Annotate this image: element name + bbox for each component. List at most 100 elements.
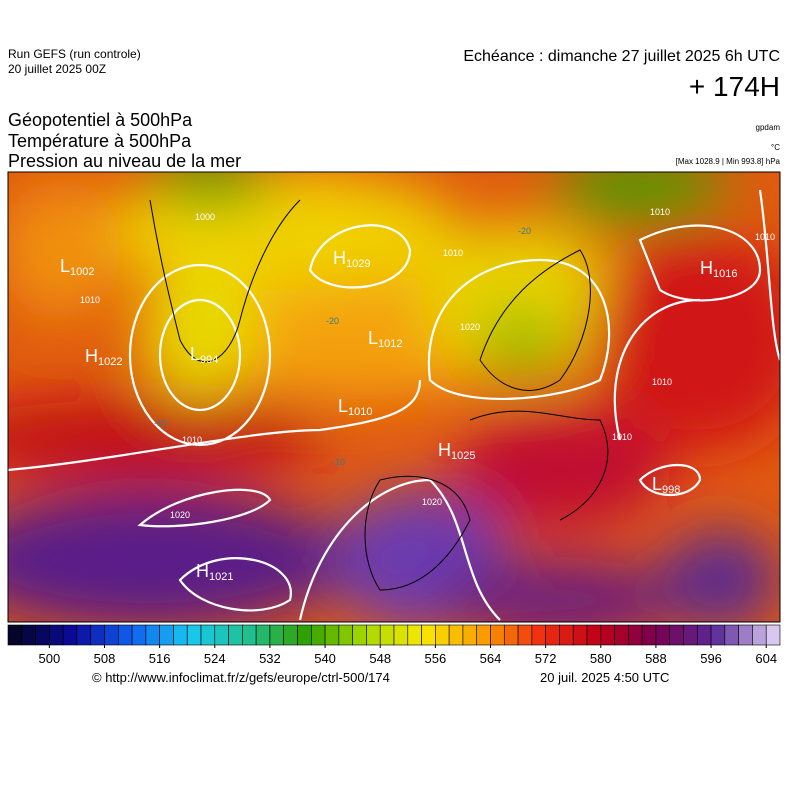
colorbar-box [476, 624, 491, 646]
colorbar-box [614, 624, 629, 646]
generated: 20 juil. 2025 4:50 UTC [540, 670, 669, 685]
center-letter: H [438, 440, 451, 460]
center-value: 1016 [713, 268, 737, 280]
colorbar-tick-label: 588 [645, 651, 667, 666]
colorbar-box [76, 624, 92, 646]
colorbar-box [710, 624, 726, 646]
colorbar-box [765, 624, 781, 646]
center-letter: H [85, 346, 98, 366]
isobar-label: 1010 [652, 377, 672, 387]
colorbar-box [49, 624, 64, 646]
colorbar-box [683, 624, 698, 646]
colorbar-tick-label: 516 [149, 651, 171, 666]
pressure-center: L998 [652, 474, 680, 496]
colorbar-tick-label: 580 [590, 651, 612, 666]
colorbar-box [283, 624, 298, 646]
colorbar-tick-label: 540 [314, 651, 336, 666]
colorbar-box [131, 624, 147, 646]
isobar-label: 1020 [460, 322, 480, 332]
isobar-label: 1010 [755, 232, 775, 242]
colorbar-box [35, 624, 50, 646]
extremes: [Max 1028.9 | Min 993.8] hPa [676, 157, 781, 166]
center-letter: L [652, 474, 662, 494]
colorbar-tick-label: 500 [39, 651, 61, 666]
colorbar-box [117, 624, 133, 646]
center-letter: L [190, 344, 200, 364]
pressure-center: L1002 [60, 256, 95, 278]
colorbar-box [586, 624, 602, 646]
colorbar-box [600, 624, 615, 646]
pressure-center: H1025 [438, 440, 475, 462]
isobar-label: 1020 [170, 510, 190, 520]
colorbar-box [545, 624, 560, 646]
colorbar-box [352, 624, 367, 646]
colorbar-box [173, 624, 188, 646]
pressure-center: H1029 [333, 248, 370, 270]
isobar-label: 1010 [443, 248, 463, 258]
center-letter: L [338, 396, 348, 416]
colorbar-box [462, 624, 478, 646]
colorbar-tick-label: 532 [259, 651, 281, 666]
center-letter: H [333, 248, 346, 268]
colorbar: 500 508 516 524 532 540 548 556 564 572 580 588 596 6… [7, 624, 781, 666]
colorbar-box [90, 624, 105, 646]
isobar-label: 1020 [422, 497, 442, 507]
colorbar-box [435, 624, 450, 646]
colorbar-box [641, 624, 657, 646]
run-date: 20 juillet 2025 00Z [8, 62, 106, 76]
unit: gpdam [756, 123, 781, 132]
colorbar-box [242, 624, 257, 646]
unit: °C [771, 143, 780, 152]
colorbar-box [448, 624, 464, 646]
colorbar-box [503, 624, 519, 646]
colorbar-box [572, 624, 588, 646]
isotherm-label: -10 [332, 457, 345, 467]
colorbar-box [338, 624, 353, 646]
valid-time: Echéance : dimanche 27 juillet 2025 6h U… [463, 48, 780, 65]
colorbar-box [655, 624, 671, 646]
colorbar-tick-label: 524 [204, 651, 226, 666]
center-letter: L [60, 256, 70, 276]
colorbar-tick-label: 508 [94, 651, 116, 666]
colorbar-tick-label: 564 [480, 651, 502, 666]
colorbar-tick-label: 596 [700, 651, 722, 666]
colorbar-box [517, 624, 533, 646]
isotherm-label: -20 [518, 226, 531, 236]
pressure-center: L1012 [368, 328, 403, 350]
center-value: 1022 [98, 356, 122, 368]
colorbar-box [228, 624, 243, 646]
run: Run GEFS (run controle) [8, 47, 141, 61]
colorbar-tick-label: 556 [425, 651, 447, 666]
isobar-label: 1010 [612, 432, 632, 442]
colorbar-box [159, 624, 174, 646]
pressure-center: H1022 [85, 346, 122, 368]
isobar-label: 1000 [195, 212, 215, 222]
center-value: 1029 [346, 258, 370, 270]
colorbar-box [393, 624, 409, 646]
colorbar-box [104, 624, 119, 646]
center-value: 1002 [70, 266, 94, 278]
map-frame [7, 171, 781, 623]
colorbar-box [421, 624, 436, 646]
colorbar-box [669, 624, 684, 646]
pressure-center: L1010 [338, 396, 373, 418]
pressure-center: L994 [190, 344, 218, 366]
isobar-label: 1010 [182, 435, 202, 445]
colorbar-box [559, 624, 574, 646]
colorbar-tick-label: 548 [369, 651, 391, 666]
isotherm-label: -20 [326, 316, 339, 326]
colorbar-box [214, 624, 229, 646]
center-value: 998 [662, 484, 680, 496]
colorbar-tick-label: 572 [535, 651, 557, 666]
colorbar-box [324, 624, 340, 646]
map: L1002 L994 H1029 L1012 H1022 L1010 H1025… [8, 172, 780, 622]
center-value: 1012 [378, 338, 402, 350]
colorbar-box [628, 624, 643, 646]
colorbar-box [269, 624, 285, 646]
field: Température à 500hPa [8, 131, 192, 151]
center-value: 994 [200, 354, 218, 366]
field: Pression au niveau de la mer [8, 151, 241, 171]
colorbar-box [531, 624, 546, 646]
pressure-center: H1016 [700, 258, 737, 280]
